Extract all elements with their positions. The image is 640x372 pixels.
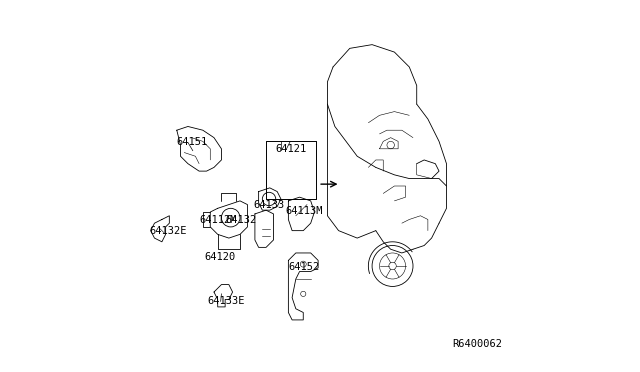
Text: 64151: 64151: [177, 138, 208, 147]
Bar: [266, 141, 316, 199]
Text: 64113M: 64113M: [286, 206, 323, 216]
Text: 64121: 64121: [275, 144, 307, 154]
Bar: [266, 141, 316, 199]
Text: 64112M: 64112M: [199, 215, 237, 225]
Text: 64132E: 64132E: [149, 226, 186, 235]
Text: 64132: 64132: [225, 215, 257, 225]
Text: 64133: 64133: [253, 201, 284, 210]
Text: 64152: 64152: [289, 262, 319, 272]
Text: 64133E: 64133E: [207, 296, 244, 306]
Text: R6400062: R6400062: [452, 339, 502, 349]
Text: 64120: 64120: [205, 253, 236, 262]
